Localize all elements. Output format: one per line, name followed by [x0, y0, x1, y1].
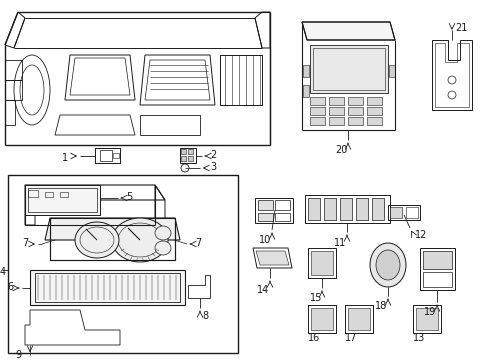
- Bar: [310, 251, 332, 275]
- Bar: [303, 85, 308, 97]
- Bar: [258, 213, 272, 221]
- Bar: [113, 153, 119, 158]
- Bar: [366, 107, 381, 115]
- Bar: [388, 65, 394, 77]
- Bar: [389, 207, 401, 218]
- Bar: [347, 117, 362, 125]
- Polygon shape: [45, 218, 180, 240]
- Bar: [347, 107, 362, 115]
- Text: 9: 9: [16, 350, 22, 360]
- Bar: [366, 117, 381, 125]
- Bar: [309, 117, 325, 125]
- Text: 15: 15: [309, 293, 322, 303]
- Bar: [274, 213, 289, 221]
- Bar: [312, 48, 384, 90]
- Bar: [181, 149, 185, 154]
- Polygon shape: [30, 270, 184, 305]
- Text: 1: 1: [62, 153, 68, 163]
- Bar: [412, 305, 440, 333]
- Bar: [309, 107, 325, 115]
- Ellipse shape: [155, 226, 171, 240]
- Bar: [310, 308, 332, 330]
- Text: 16: 16: [307, 333, 320, 343]
- Text: 12: 12: [414, 230, 427, 240]
- Text: 7: 7: [195, 238, 201, 248]
- Text: 21: 21: [454, 23, 467, 33]
- Bar: [187, 149, 193, 154]
- Bar: [339, 198, 351, 220]
- Bar: [422, 272, 451, 287]
- Bar: [254, 198, 292, 223]
- Bar: [309, 97, 325, 105]
- Bar: [328, 117, 343, 125]
- Bar: [328, 97, 343, 105]
- Ellipse shape: [155, 241, 171, 255]
- Bar: [28, 190, 38, 197]
- Text: 14: 14: [256, 285, 268, 295]
- Bar: [345, 305, 372, 333]
- Bar: [355, 198, 367, 220]
- Ellipse shape: [369, 243, 405, 287]
- Bar: [258, 200, 272, 210]
- Bar: [422, 251, 451, 269]
- Bar: [303, 65, 308, 77]
- Text: 19: 19: [423, 307, 435, 317]
- Bar: [95, 148, 120, 163]
- Bar: [371, 198, 383, 220]
- Bar: [187, 156, 193, 161]
- Bar: [405, 207, 417, 218]
- Bar: [347, 97, 362, 105]
- Bar: [60, 192, 68, 197]
- Text: 8: 8: [202, 311, 208, 321]
- Text: 20: 20: [334, 145, 346, 155]
- Bar: [307, 198, 319, 220]
- Polygon shape: [256, 251, 288, 265]
- Text: 5: 5: [126, 192, 132, 202]
- Bar: [366, 97, 381, 105]
- Bar: [324, 198, 335, 220]
- Bar: [328, 107, 343, 115]
- Bar: [180, 148, 196, 163]
- Text: 10: 10: [258, 235, 270, 245]
- Bar: [45, 192, 53, 197]
- Bar: [307, 248, 335, 278]
- Text: 11: 11: [333, 238, 346, 248]
- Text: 18: 18: [374, 301, 386, 311]
- Ellipse shape: [375, 250, 399, 280]
- Bar: [8, 175, 238, 353]
- Ellipse shape: [75, 222, 119, 258]
- Bar: [274, 200, 289, 210]
- Ellipse shape: [112, 218, 168, 262]
- Bar: [100, 150, 112, 161]
- Bar: [415, 308, 437, 330]
- Text: 17: 17: [344, 333, 356, 343]
- Text: 3: 3: [209, 162, 216, 172]
- Text: 2: 2: [209, 150, 216, 160]
- Text: 13: 13: [412, 333, 424, 343]
- Polygon shape: [25, 185, 100, 215]
- Text: 6: 6: [8, 282, 14, 292]
- Text: 7: 7: [21, 238, 28, 248]
- Bar: [181, 156, 185, 161]
- Bar: [305, 195, 389, 223]
- Bar: [419, 248, 454, 290]
- Polygon shape: [302, 22, 394, 40]
- Text: 4: 4: [0, 267, 6, 277]
- Bar: [387, 205, 419, 220]
- Bar: [309, 45, 387, 93]
- Bar: [307, 305, 335, 333]
- Bar: [347, 308, 369, 330]
